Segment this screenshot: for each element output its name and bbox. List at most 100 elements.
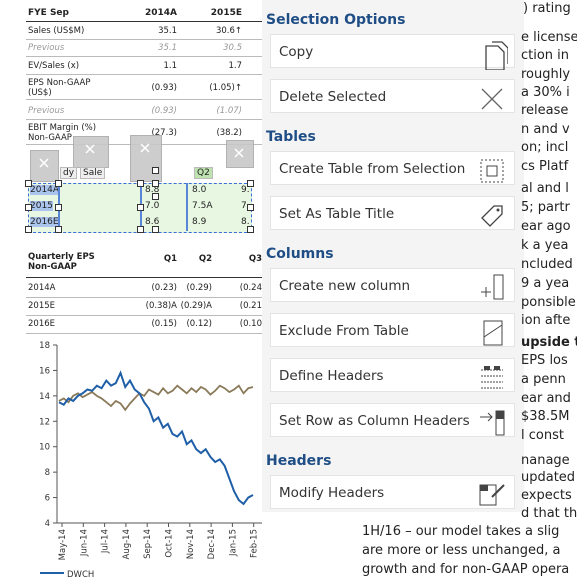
table-cell: 30.5 (223, 43, 242, 53)
table-cell: EBIT Margin (%) Non-GAAP (28, 123, 97, 143)
document-text: ear and (521, 391, 571, 406)
rule (26, 333, 262, 334)
remove-icon[interactable] (234, 148, 244, 158)
document-text: a 30% i (521, 85, 570, 100)
document-text: upside t (521, 335, 577, 350)
menu-item-label: Exclude From Table (279, 323, 409, 339)
remove-icon[interactable] (38, 158, 49, 168)
document-text: EPS los (521, 353, 568, 368)
document-text: a penn (521, 372, 566, 387)
menu-icon (480, 159, 504, 183)
section-title: Tables (266, 129, 316, 145)
document-text: on; incl (521, 140, 569, 155)
document-text: d that th (521, 506, 577, 521)
x-tick-label: Feb-15 (250, 529, 260, 558)
column-box (130, 135, 162, 182)
menu-item[interactable]: Exclude From Table (270, 313, 515, 347)
table-cell: (0.93) (151, 106, 177, 116)
table-cell: (1.05)↑ (209, 83, 242, 93)
x-tick-label: Nov-14 (186, 529, 196, 559)
table-header: Q3 (248, 254, 262, 264)
table-cell: (0.15) (151, 319, 177, 329)
section-title: Selection Options (266, 12, 406, 28)
header-label: Q2 (194, 167, 213, 179)
table-cell: (0.29) (186, 283, 212, 293)
menu-item[interactable]: Copy (270, 34, 515, 70)
menu-icon (481, 366, 503, 389)
menu-item[interactable]: Delete Selected (270, 79, 515, 113)
x-tick-label: Sep-14 (143, 529, 153, 559)
rule (26, 21, 262, 22)
rule (26, 39, 262, 40)
document-text: updated (521, 470, 576, 485)
selection-overlay[interactable]: dy Sale Q2 2014A 8.8 8.0 9. 2015 7.0 7.5A 7. 2016E 8… (0, 0, 262, 240)
selected-cell: 2014A (30, 185, 60, 195)
y-tick-label: 4 (45, 519, 50, 529)
document-text: ncluded (521, 257, 573, 272)
resize-handle (152, 167, 159, 174)
menu-icon (481, 274, 504, 300)
resize-handle (25, 204, 32, 211)
resize-handle (247, 226, 254, 233)
menu-item-label: Delete Selected (279, 89, 387, 105)
y-tick-label: 6 (45, 494, 50, 504)
y-tick-label: 18 (39, 341, 50, 351)
document-text: growth and for non-GAAP opera (362, 562, 570, 577)
y-tick-label: 16 (39, 366, 50, 376)
resize-handle (25, 180, 32, 187)
remove-icon[interactable] (140, 143, 150, 153)
document-text: l const (521, 428, 564, 443)
selected-cell: 2015 (30, 201, 53, 211)
menu-item[interactable]: Modify Headers (270, 475, 515, 509)
document-text: k a yea (521, 238, 569, 253)
table-cell: (27.3) (151, 128, 177, 138)
selected-cell: 9. (241, 185, 250, 195)
menu-icon (483, 320, 503, 346)
table-cell: Previous (28, 106, 65, 116)
price-line (58, 370, 254, 506)
table-cell: (0.21 (239, 301, 262, 311)
table-cell: EV/Sales (x) (28, 61, 80, 71)
selected-cell: 8.0 (192, 185, 207, 195)
x-tick-label: Jun-14 (79, 529, 89, 557)
document-text: 1H/16 – our model takes a slig (362, 524, 560, 539)
column-box (30, 150, 59, 182)
x-tick-label: Aug-14 (122, 529, 132, 559)
resize-handle (137, 204, 144, 211)
header-label: dy (60, 167, 78, 179)
rule (26, 56, 262, 57)
table-header: 2015E (210, 8, 242, 18)
menu-item[interactable]: Set As Table Title (270, 196, 515, 230)
resize-handle (55, 204, 62, 211)
menu-item-label: Create new column (279, 278, 411, 294)
table-header: Quarterly EPS Non-GAAP (28, 252, 95, 272)
x-tick-label: May-14 (58, 529, 68, 560)
menu-item[interactable]: Set Row as Column Headers (270, 403, 515, 437)
remove-icon[interactable] (85, 144, 95, 154)
table-cell: (38.2) (216, 128, 242, 138)
document-text: ) rating (523, 1, 571, 16)
document-text: ponsible (521, 295, 576, 310)
resize-handle (55, 226, 62, 233)
section-title: Headers (266, 453, 332, 469)
menu-item[interactable]: Define Headers (270, 358, 515, 392)
resize-handle (55, 180, 62, 187)
column-divider (186, 183, 188, 231)
rule (26, 297, 262, 298)
menu-item-label: Define Headers (279, 368, 384, 384)
menu-icon (485, 41, 508, 70)
table-cell: (0.10 (239, 319, 262, 329)
document-text: 9 a yea (521, 276, 570, 291)
document-text: release (521, 103, 569, 118)
resize-handle (152, 180, 159, 187)
menu-item[interactable]: Create Table from Selection (270, 151, 515, 185)
rule (26, 119, 262, 120)
table-cell: 1.7 (228, 61, 242, 71)
table-cell: 1.1 (163, 61, 177, 71)
menu-item-label: Copy (279, 44, 314, 60)
table-cell: (0.24 (239, 283, 262, 293)
x-tick-label: Oct-14 (165, 529, 175, 558)
rule (26, 74, 262, 75)
selected-cell: 8.8 (145, 185, 160, 195)
menu-item[interactable]: Create new column (270, 268, 515, 302)
